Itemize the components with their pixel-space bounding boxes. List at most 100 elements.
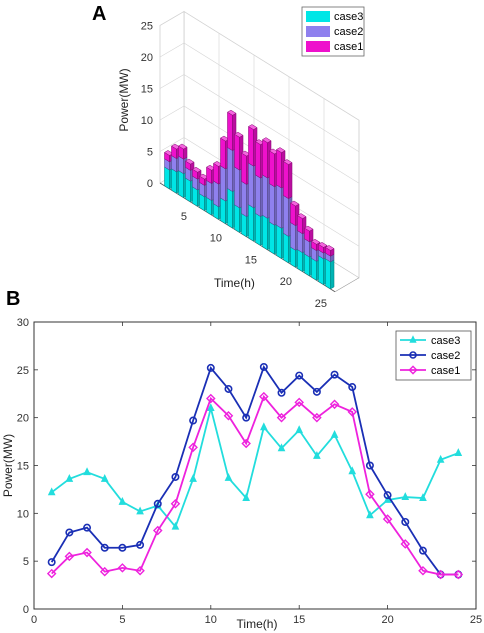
chart-b-point bbox=[330, 370, 339, 379]
chart-b-point bbox=[312, 387, 321, 396]
chart-b-ytick-label: 30 bbox=[17, 317, 29, 329]
chart-a-bar-top bbox=[184, 158, 195, 165]
chart-a-3d-bar: 0 5 10 15 20 25 5 10 15 20 25 Power(MW) Time(h) ca… bbox=[117, 6, 365, 310]
chart-b-point bbox=[409, 335, 417, 343]
chart-b-ylabel: Power(MW) bbox=[1, 434, 15, 497]
chart-a-xlabel: Time(h) bbox=[214, 276, 255, 290]
chart-b-point bbox=[46, 568, 57, 579]
chart-a-gridline bbox=[159, 74, 360, 184]
chart-a-ztick-label: 20 bbox=[141, 52, 153, 64]
chart-b-point bbox=[83, 523, 92, 532]
chart-b-xtick-label: 5 bbox=[119, 614, 125, 626]
chart-b-point bbox=[418, 546, 427, 555]
chart-a-bar-face bbox=[255, 141, 261, 179]
chart-a-legend-label: case1 bbox=[334, 41, 363, 53]
chart-b-point bbox=[153, 499, 162, 508]
chart-a-bar-face bbox=[269, 150, 275, 188]
chart-a-bar-side bbox=[288, 162, 293, 200]
chart-a-bar-face bbox=[248, 126, 254, 167]
chart-b-point bbox=[206, 403, 215, 412]
chart-b-point bbox=[47, 487, 56, 496]
chart-b-point bbox=[152, 525, 163, 536]
chart-a-bar-top bbox=[289, 200, 300, 207]
chart-a-bar-face bbox=[283, 195, 289, 237]
chart-b-point bbox=[223, 410, 234, 421]
chart-b-point bbox=[276, 412, 287, 423]
chart-b-point bbox=[400, 539, 411, 549]
chart-a-bar-face bbox=[206, 179, 212, 201]
chart-a-bar-face bbox=[276, 149, 282, 189]
chart-b-point bbox=[224, 384, 233, 393]
chart-a-legend-label: case3 bbox=[334, 11, 363, 23]
chart-b-point bbox=[419, 493, 427, 501]
chart-b-point bbox=[382, 514, 393, 524]
chart-a-legend: case3 case2 case1 bbox=[301, 6, 365, 57]
chart-a-legend-swatch bbox=[306, 11, 330, 22]
chart-b-ytick-label: 20 bbox=[17, 413, 29, 425]
chart-b-ytick-label: 10 bbox=[17, 508, 29, 520]
chart-b-point bbox=[118, 496, 127, 505]
chart-a-bar-face bbox=[325, 258, 331, 290]
chart-b-point bbox=[259, 362, 268, 371]
chart-b-xtick-label: 15 bbox=[293, 614, 305, 626]
chart-a-bar-face bbox=[304, 253, 310, 277]
chart-b-point bbox=[295, 371, 304, 380]
chart-b-point bbox=[329, 399, 340, 410]
chart-a-bar-case1 bbox=[324, 245, 335, 257]
chart-a-bar-face bbox=[220, 165, 226, 202]
chart-b-lines bbox=[46, 362, 464, 580]
chart-a-bar-face bbox=[171, 168, 177, 194]
chart-a-bar-top bbox=[296, 213, 307, 219]
chart-a-bar-case1 bbox=[282, 159, 293, 200]
chart-a-xtick-label: 20 bbox=[280, 276, 292, 288]
chart-b-point bbox=[453, 569, 464, 580]
chart-a-bar-face bbox=[185, 177, 191, 203]
chart-a-bar-face bbox=[220, 197, 226, 225]
chart-a-bar-case1 bbox=[198, 173, 209, 186]
chart-a-bar-case1 bbox=[303, 225, 314, 243]
chart-a-gridline bbox=[159, 11, 360, 121]
chart-b-point bbox=[365, 489, 375, 499]
chart-b-ytick-label: 15 bbox=[17, 461, 29, 473]
chart-a-bar-top bbox=[177, 143, 188, 150]
chart-b-xtick-label: 20 bbox=[381, 614, 393, 626]
chart-b-xtick-label: 0 bbox=[31, 614, 37, 626]
chart-a-xtick-label: 5 bbox=[181, 211, 187, 223]
chart-b-ytick-label: 0 bbox=[23, 604, 29, 616]
chart-b-point bbox=[82, 547, 92, 558]
chart-b-point bbox=[348, 466, 357, 475]
chart-a-bar-case3 bbox=[324, 256, 335, 290]
chart-b-point bbox=[224, 473, 233, 481]
chart-a-bar-face bbox=[234, 133, 240, 171]
chart-b-point bbox=[206, 363, 215, 372]
chart-a-ztick-label: 25 bbox=[141, 21, 153, 33]
panel-label-a: A bbox=[92, 3, 106, 25]
chart-a-xtick-label: 25 bbox=[315, 298, 327, 310]
chart-b-point bbox=[294, 397, 304, 408]
chart-a-xtick-label: 10 bbox=[210, 233, 222, 245]
chart-a-bar-face bbox=[248, 162, 254, 209]
chart-a-bar-side bbox=[330, 259, 335, 290]
chart-b-point bbox=[454, 448, 463, 457]
chart-a-bar-face bbox=[241, 213, 247, 238]
chart-b-point bbox=[171, 521, 180, 530]
chart-b-point bbox=[408, 365, 418, 375]
chart-a-bar-top bbox=[303, 225, 314, 232]
panel-label-b: B bbox=[6, 288, 20, 310]
chart-b-point bbox=[313, 451, 321, 459]
chart-a-bar-top bbox=[324, 245, 335, 251]
chart-b-point bbox=[99, 566, 110, 577]
chart-a-ztick-label: 5 bbox=[147, 147, 153, 159]
chart-a-bar-face bbox=[290, 202, 296, 227]
chart-a-legend-label: case2 bbox=[334, 26, 363, 38]
chart-a-bar-top bbox=[233, 131, 244, 138]
chart-b-xlabel: Time(h) bbox=[237, 617, 278, 631]
chart-a-bar-top bbox=[282, 159, 293, 165]
chart-a-bar-face bbox=[262, 174, 268, 219]
chart-b-point bbox=[365, 461, 374, 470]
chart-b-point bbox=[295, 425, 304, 434]
chart-a-bar-case1 bbox=[177, 143, 188, 160]
chart-b-point bbox=[83, 467, 91, 476]
chart-b-point bbox=[277, 388, 286, 397]
chart-b-point bbox=[347, 407, 358, 417]
